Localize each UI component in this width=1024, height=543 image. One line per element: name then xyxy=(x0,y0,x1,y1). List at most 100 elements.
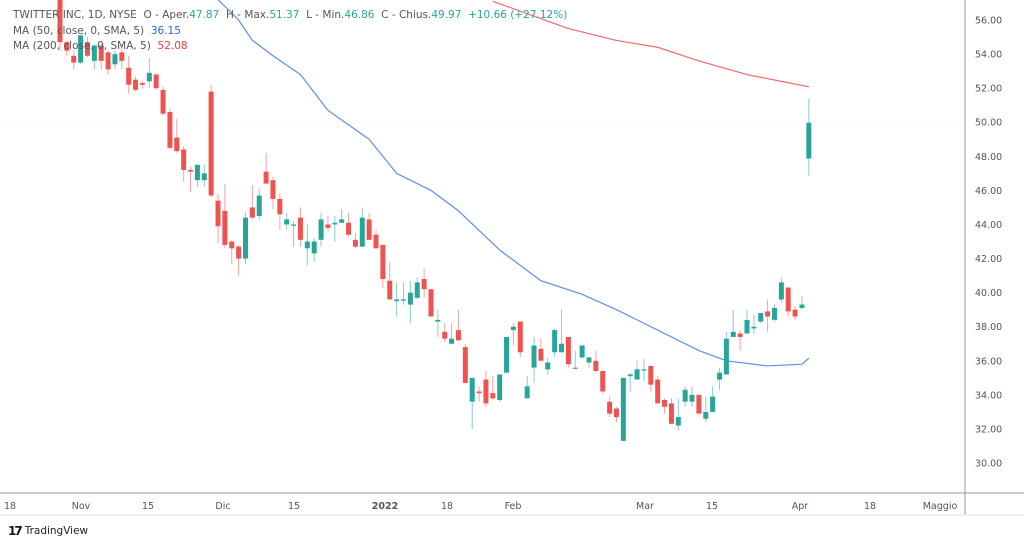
candle[interactable] xyxy=(174,118,180,153)
candle[interactable] xyxy=(593,350,599,373)
candle[interactable] xyxy=(696,394,702,414)
candle[interactable] xyxy=(414,277,420,300)
candle[interactable] xyxy=(662,398,668,414)
candle[interactable] xyxy=(325,215,331,232)
candle[interactable] xyxy=(648,365,654,392)
candle[interactable] xyxy=(655,376,661,404)
candle[interactable] xyxy=(380,244,386,288)
candle[interactable] xyxy=(689,386,695,407)
candle[interactable] xyxy=(249,185,255,220)
candle[interactable] xyxy=(277,193,283,230)
candle[interactable] xyxy=(78,35,84,65)
candle[interactable] xyxy=(806,98,812,176)
candle[interactable] xyxy=(153,72,159,90)
candle[interactable] xyxy=(188,166,194,193)
candle[interactable] xyxy=(421,268,427,298)
candle[interactable] xyxy=(538,338,544,361)
candle[interactable] xyxy=(71,50,77,70)
candle[interactable] xyxy=(181,146,187,182)
candle[interactable] xyxy=(449,323,455,344)
candle[interactable] xyxy=(517,321,523,358)
candle[interactable] xyxy=(229,239,235,264)
candle[interactable] xyxy=(242,212,248,264)
candle[interactable] xyxy=(435,309,441,337)
candle[interactable] xyxy=(497,374,503,402)
candle[interactable] xyxy=(744,309,750,334)
candle[interactable] xyxy=(407,280,413,324)
candle[interactable] xyxy=(311,238,317,262)
candle[interactable] xyxy=(703,396,709,423)
candle[interactable] xyxy=(600,371,606,394)
candle[interactable] xyxy=(208,84,214,198)
candle[interactable] xyxy=(112,50,118,70)
candle[interactable] xyxy=(133,76,139,92)
legend-ma50-row[interactable]: MA (50, close, 0, SMA, 5) 36.15 xyxy=(13,24,567,40)
candle[interactable] xyxy=(627,372,633,392)
candle[interactable] xyxy=(579,345,585,360)
candle[interactable] xyxy=(352,233,358,249)
time-axis[interactable]: 18 Nov 15 Dic 15 2022 18 Feb Mar 15 Apr 18 Maggio xyxy=(4,501,957,512)
candle[interactable] xyxy=(201,164,207,187)
candle[interactable] xyxy=(785,287,791,317)
candle[interactable] xyxy=(84,37,90,58)
candle[interactable] xyxy=(758,313,764,324)
candle[interactable] xyxy=(91,43,97,70)
candle[interactable] xyxy=(675,398,681,431)
candle[interactable] xyxy=(160,86,166,116)
candle[interactable] xyxy=(57,0,63,51)
candle[interactable] xyxy=(717,367,723,390)
candle[interactable] xyxy=(531,336,537,383)
candle[interactable] xyxy=(620,377,626,441)
candle[interactable] xyxy=(318,212,324,247)
candle[interactable] xyxy=(105,50,111,75)
candle[interactable] xyxy=(634,360,640,380)
candle[interactable] xyxy=(222,183,228,249)
candle[interactable] xyxy=(167,108,173,150)
candle[interactable] xyxy=(490,376,496,400)
candle[interactable] xyxy=(559,309,565,353)
candle[interactable] xyxy=(139,81,145,89)
candle[interactable] xyxy=(401,282,406,305)
candle[interactable] xyxy=(442,323,448,343)
candle[interactable] xyxy=(215,193,221,244)
candle[interactable] xyxy=(455,309,461,341)
candle[interactable] xyxy=(613,406,619,423)
candle[interactable] xyxy=(510,323,516,346)
candle[interactable] xyxy=(394,282,400,317)
candle[interactable] xyxy=(765,299,771,332)
legend-ma200-row[interactable]: MA (200, close, 0, SMA, 5) 52.08 xyxy=(13,39,567,55)
candle[interactable] xyxy=(304,224,310,266)
candle[interactable] xyxy=(332,215,338,242)
legend-symbol[interactable]: TWITTER INC, 1D, NYSE xyxy=(13,9,137,21)
candle[interactable] xyxy=(476,386,482,402)
candle[interactable] xyxy=(730,309,736,337)
candle[interactable] xyxy=(572,350,578,369)
candle[interactable] xyxy=(524,376,530,399)
candle[interactable] xyxy=(194,164,200,187)
candle[interactable] xyxy=(737,330,743,351)
candle[interactable] xyxy=(64,40,70,56)
candle[interactable] xyxy=(119,43,125,70)
candle[interactable] xyxy=(668,398,674,424)
candle[interactable] xyxy=(126,55,132,94)
candle[interactable] xyxy=(270,176,276,210)
candle[interactable] xyxy=(291,221,297,247)
candle[interactable] xyxy=(504,336,510,373)
candle[interactable] xyxy=(710,386,716,412)
price-axis[interactable]: 56.00 54.00 52.00 50.00 48.00 46.00 44.00 42.00… xyxy=(975,16,1002,470)
candle[interactable] xyxy=(462,343,468,383)
candle[interactable] xyxy=(359,207,365,247)
candle[interactable] xyxy=(373,229,379,249)
candle[interactable] xyxy=(387,261,393,300)
candle[interactable] xyxy=(469,377,475,429)
candle[interactable] xyxy=(98,43,104,70)
candle[interactable] xyxy=(799,296,805,310)
candle[interactable] xyxy=(545,357,551,375)
candle[interactable] xyxy=(263,152,269,184)
candle[interactable] xyxy=(565,336,571,368)
candle[interactable] xyxy=(146,57,152,89)
candle[interactable] xyxy=(607,396,613,418)
candle[interactable] xyxy=(428,289,434,317)
candle[interactable] xyxy=(723,331,729,375)
